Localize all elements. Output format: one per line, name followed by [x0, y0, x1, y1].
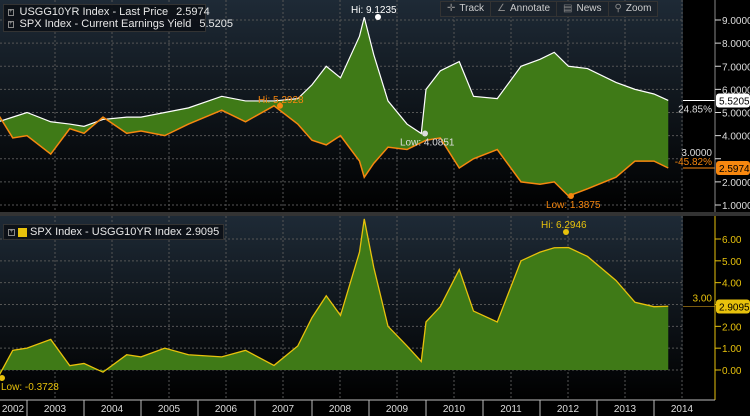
y-tick-label: 7.0000: [722, 62, 750, 73]
panel-divider: [0, 212, 750, 216]
last-value-usgg10yr-bg: [716, 161, 750, 175]
x-tick-label: 2010: [443, 404, 466, 415]
pct-change-usgg10yr: -45.82%: [675, 157, 712, 168]
x-tick-label: 2004: [101, 404, 124, 415]
x-tick-label: 2011: [500, 404, 522, 415]
legend-value: 2.9095: [185, 226, 220, 238]
y-tick-label: 4.00: [722, 279, 742, 290]
x-tick-label: 2012: [557, 404, 580, 415]
y-tick-label: 0.00: [722, 366, 742, 377]
track-button[interactable]: ✛ Track: [441, 2, 492, 16]
x-tick-label: 2005: [158, 404, 181, 415]
x-tick-label: 2008: [329, 404, 352, 415]
x-tick-label: 2003: [44, 404, 67, 415]
low-spread-label: Low: -0.3728: [1, 382, 59, 393]
legend-label: USGG10YR Index - Last Price: [19, 6, 169, 18]
y-tick-label: 2.00: [722, 322, 742, 333]
legend-item-usgg10yr[interactable]: + USGG10YR Index - Last Price 2.5974: [8, 6, 210, 18]
hi-earnings-yield-label-marker: [375, 14, 381, 20]
pencil-icon: ∠: [497, 3, 506, 14]
y-tick-label: 5.00: [722, 257, 742, 268]
legend-value: 5.5205: [199, 18, 233, 30]
legend-item-spread[interactable]: + SPX Index - USGG10YR Index 2.9095: [8, 226, 219, 238]
y-tick-label: 1.0000: [722, 201, 750, 212]
x-tick-label: 2014: [671, 404, 694, 415]
annotate-button[interactable]: ∠ Annotate: [491, 2, 558, 16]
news-button[interactable]: ▤ News: [557, 2, 609, 16]
pct-change-earnings-yield: 24.85%: [678, 104, 712, 115]
last-value-usgg10yr: 2.5974: [719, 164, 750, 175]
last-value-earnings-yield: 5.5205: [719, 96, 750, 107]
legend-label: SPX Index - Current Earnings Yield: [19, 18, 192, 30]
bottom-legend: + SPX Index - USGG10YR Index 2.9095: [3, 224, 225, 240]
magnifier-icon: ⚲: [614, 3, 622, 14]
news-label: News: [576, 3, 602, 14]
x-tick-label: 2002: [2, 404, 25, 415]
last-value-spread: 2.9095: [719, 302, 750, 313]
y-tick-label: 4.0000: [722, 132, 750, 143]
hi-usgg10yr-label: Hi: 5.2928: [258, 95, 304, 106]
spread-area: [0, 218, 669, 374]
news-icon: ▤: [563, 3, 573, 14]
expand-icon[interactable]: +: [8, 20, 14, 28]
y-tick-label: 1.00: [722, 344, 742, 355]
low-earnings-yield-label: Low: 4.0851: [400, 138, 455, 149]
hi-spread-label-marker: [563, 229, 569, 235]
last-value-earnings-yield-bg: [716, 93, 750, 108]
usgg10yr-line: [0, 104, 669, 197]
low-earnings-yield-label-marker: [422, 130, 428, 137]
y-tick-label: 8.0000: [722, 39, 750, 50]
top-legend: + USGG10YR Index - Last Price 2.5974 + SPX …: [3, 4, 233, 32]
yellow-swatch: [18, 227, 27, 237]
spread-line: [0, 218, 669, 376]
y-tick-label: 6.0000: [722, 85, 750, 96]
last-value-spread-bg: [716, 299, 750, 314]
low-spread-label-marker: [0, 375, 5, 381]
chart-toolbar: ✛ Track ∠ Annotate ▤ News ⚲ Zoom: [440, 1, 659, 17]
y-tick-label: 3.0000: [681, 148, 712, 159]
low-usgg10yr-label: Low: 1.3875: [546, 200, 601, 211]
expand-icon[interactable]: +: [8, 228, 15, 236]
x-tick-label: 2009: [386, 404, 409, 415]
x-tick-label: 2013: [614, 404, 637, 415]
x-tick-label: 2007: [272, 404, 295, 415]
spread-fill-area: [0, 17, 669, 196]
x-tick-label: 2006: [215, 404, 238, 415]
legend-label: SPX Index - USGG10YR Index: [30, 226, 182, 238]
expand-icon[interactable]: +: [8, 8, 14, 16]
hi-usgg10yr-label-marker: [277, 102, 283, 109]
track-label: Track: [459, 3, 485, 14]
hi-earnings-yield-label: Hi: 9.1235: [351, 5, 397, 16]
zoom-button[interactable]: ⚲ Zoom: [609, 2, 658, 16]
annotate-label: Annotate: [510, 3, 551, 14]
y-tick-label: 2.0000: [722, 178, 750, 189]
zoom-label: Zoom: [625, 3, 652, 14]
y-tick-label: 3.00: [693, 294, 713, 305]
y-tick-label: 6.00: [722, 235, 742, 246]
y-tick-label: 9.0000: [722, 16, 750, 27]
hi-spread-label: Hi: 6.2946: [541, 220, 587, 231]
low-usgg10yr-label-marker: [568, 192, 574, 199]
legend-item-spx-yield[interactable]: + SPX Index - Current Earnings Yield 5.520…: [8, 18, 233, 30]
crosshair-icon: ✛: [447, 3, 456, 14]
legend-value: 2.5974: [176, 6, 210, 18]
y-tick-label: 5.0000: [722, 109, 750, 120]
